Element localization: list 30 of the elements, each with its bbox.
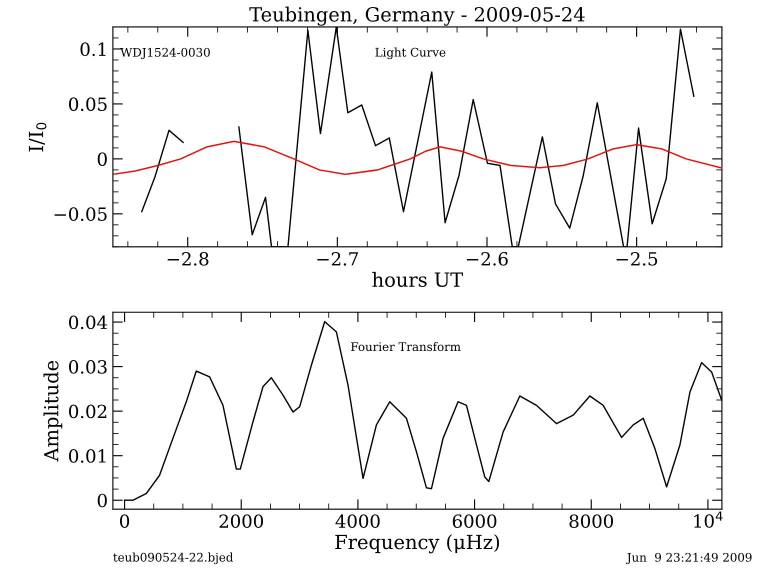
x-tick-label: −2.7 <box>317 252 358 266</box>
x-tick-label: 8000 <box>569 514 614 528</box>
y-tick-label: 0 <box>98 494 107 508</box>
y-tick-label: 0.01 <box>69 449 106 463</box>
annotation: Light Curve <box>375 48 446 60</box>
x-tick-label: 0 <box>120 514 130 528</box>
x-tick-label: 10$^{4}$ <box>694 511 723 528</box>
text: Jun 9 23:21:49 2009 <box>626 552 752 564</box>
x-tick-label: −2.5 <box>616 252 658 266</box>
x-tick-label: 4000 <box>335 514 380 528</box>
y-axis-title: I/I$_{0}$ <box>28 122 46 152</box>
x-tick-label: −2.6 <box>466 252 508 266</box>
x-tick-label: 6000 <box>452 514 496 528</box>
x-tick-label: 2000 <box>219 514 264 528</box>
x-tick-label: −2.8 <box>168 252 208 266</box>
line-series <box>112 140 722 175</box>
y-axis-title: Amplitude <box>43 360 62 462</box>
chart-title: Teubingen, Germany - 2009-05-24 <box>249 6 585 26</box>
y-tick-label: −0.05 <box>54 207 107 221</box>
y-tick-label: 0.04 <box>69 316 108 330</box>
annotation: WDJ1524-0030 <box>120 48 210 60</box>
text: teub090524-22.bjed <box>113 552 234 564</box>
x-axis-title: Frequency (μHz) <box>335 534 500 554</box>
y-tick-label: 0.02 <box>69 404 106 418</box>
y-tick-label: 0.03 <box>69 360 107 374</box>
y-tick-label: 0.1 <box>80 42 106 56</box>
x-axis-title: hours UT <box>372 272 463 287</box>
y-tick-label: 0.05 <box>69 97 107 112</box>
y-tick-label: 0 <box>98 152 107 166</box>
annotation: Fourier Transform <box>351 342 461 352</box>
